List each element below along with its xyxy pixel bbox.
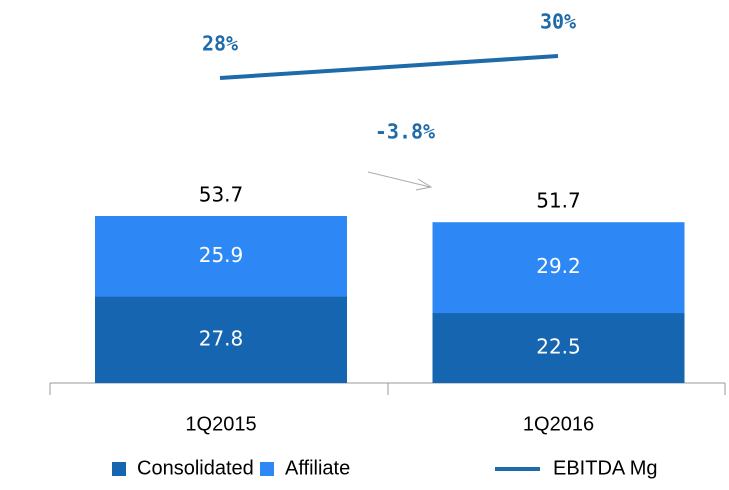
bar-segment	[95, 296, 347, 383]
data-label: 25.9	[199, 243, 244, 267]
bar-segment	[432, 222, 685, 314]
change-arrow-head	[415, 178, 433, 191]
margin-line	[219, 54, 559, 80]
total-label: 53.7	[199, 182, 244, 206]
change-arrow	[367, 171, 431, 188]
legend-label: Affiliate	[285, 457, 350, 479]
x-tick-label: 1Q2016	[523, 413, 594, 435]
total-label: 51.7	[536, 189, 581, 213]
annotation: -3.8%	[375, 120, 435, 144]
bar-segment	[432, 313, 685, 383]
data-label: 29.2	[536, 254, 581, 278]
margin-label: 30%	[540, 10, 576, 34]
x-tick-label: 1Q2015	[185, 413, 256, 435]
margin-label: 28%	[202, 32, 238, 56]
data-label: 27.8	[199, 326, 244, 350]
legend-label: EBITDA Mg	[553, 457, 657, 479]
legend-swatch	[112, 462, 126, 476]
data-label: 22.5	[536, 335, 581, 359]
legend-swatch	[260, 462, 274, 476]
legend-label: Consolidated	[137, 457, 254, 479]
bar-segment	[95, 215, 347, 297]
